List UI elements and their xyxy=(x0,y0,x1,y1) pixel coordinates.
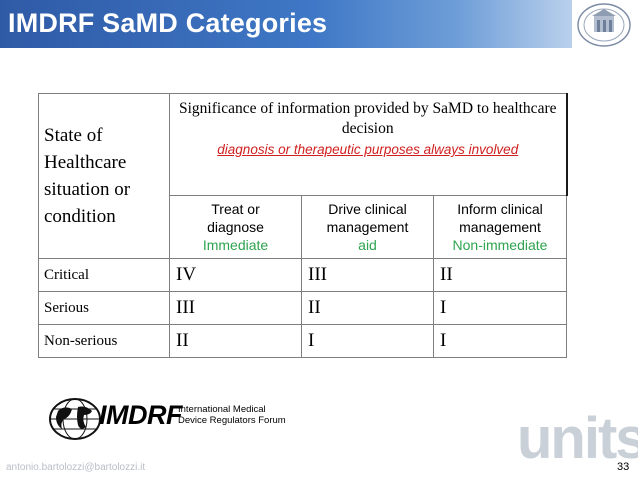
samd-categories-table: State of Healthcare situation or conditi… xyxy=(38,93,568,358)
column-header-line: management xyxy=(459,219,541,235)
state-header-line-4: condition xyxy=(44,206,116,227)
university-seal-icon xyxy=(577,3,631,47)
category-cell: I xyxy=(301,324,434,358)
imdrf-tagline: International Medical Device Regulators … xyxy=(178,404,286,426)
category-cell: IV xyxy=(169,258,302,292)
table-row: Critical IV III II xyxy=(38,258,567,292)
category-cell: II xyxy=(301,291,434,325)
category-cell: II xyxy=(433,258,567,292)
category-cell: II xyxy=(169,324,302,358)
state-header-line-1: State of xyxy=(44,125,103,146)
category-cell: III xyxy=(169,291,302,325)
table-row: Non-serious II I I xyxy=(38,324,567,358)
imdrf-logo-text: IMDRF xyxy=(99,400,182,430)
column-header-line: management xyxy=(326,219,409,235)
column-header-treat-diagnose: Treat or diagnose Immediate xyxy=(169,195,302,259)
state-header-line-2: Healthcare xyxy=(44,152,127,173)
category-cell: III xyxy=(301,258,434,292)
column-header-line: diagnose xyxy=(207,219,264,235)
imdrf-tagline-line-1: International Medical xyxy=(178,404,266,415)
globe-icon xyxy=(49,398,101,440)
column-header-line: Inform clinical xyxy=(457,201,543,217)
slide-title: IMDRF SaMD Categories xyxy=(8,8,328,38)
row-label-serious: Serious xyxy=(38,291,170,325)
state-header-line-3: situation or xyxy=(44,179,131,200)
row-label-critical: Critical xyxy=(38,258,170,292)
state-header-cell: State of Healthcare situation or conditi… xyxy=(38,93,170,259)
column-header-sub: Immediate xyxy=(202,237,269,253)
page-number: 33 xyxy=(617,461,630,473)
column-header-sub: Non-immediate xyxy=(452,237,548,253)
column-header-line: Drive clinical xyxy=(328,201,407,217)
category-cell: I xyxy=(433,291,567,325)
table-row: Serious III II I xyxy=(38,291,567,325)
row-label-non-serious: Non-serious xyxy=(38,324,170,358)
column-header-sub: aid xyxy=(358,237,377,253)
significance-header: Significance of information provided by … xyxy=(179,100,557,137)
footer-email: antonio.bartolozzi@bartolozzi.it xyxy=(6,462,146,473)
units-watermark: units xyxy=(517,406,638,471)
column-header-line: Treat or xyxy=(211,201,260,217)
title-bar: IMDRF SaMD Categories xyxy=(0,0,572,48)
column-header-inform-management: Inform clinical management Non-immediate xyxy=(433,195,567,259)
category-cell: I xyxy=(433,324,567,358)
significance-note: diagnosis or therapeutic purposes always… xyxy=(217,142,519,157)
column-header-drive-management: Drive clinical management aid xyxy=(301,195,434,259)
significance-header-cell: Significance of information provided by … xyxy=(169,93,568,196)
imdrf-tagline-line-2: Device Regulators Forum xyxy=(178,415,286,426)
